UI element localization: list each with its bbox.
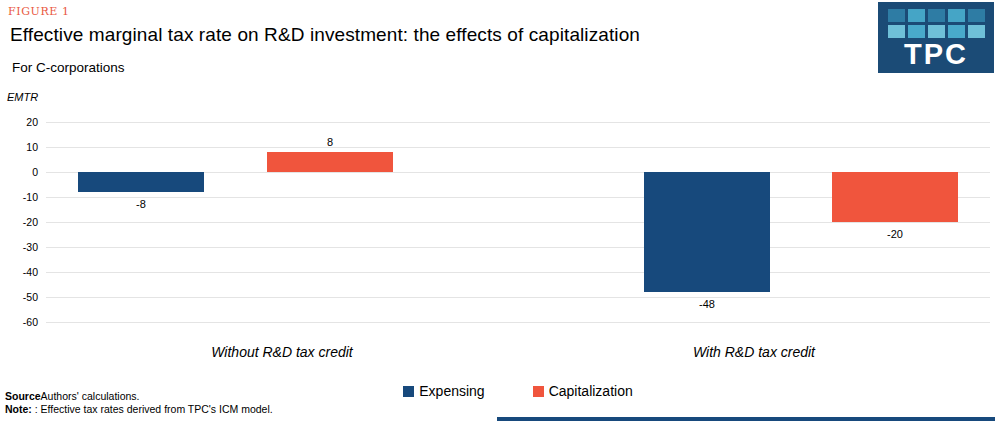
note-text: : Effective tax rates derived from TPC's… xyxy=(32,403,273,415)
source-text: Authors' calculations. xyxy=(41,390,140,402)
figure-canvas: FIGURE 1 Effective marginal tax rate on … xyxy=(0,0,995,421)
source-label: Source xyxy=(5,390,41,402)
logo-tile xyxy=(908,25,925,38)
logo-tile xyxy=(968,25,985,38)
category-label: With R&D tax credit xyxy=(693,344,815,360)
note-line: Note: : Effective tax rates derived from… xyxy=(5,403,273,416)
legend-label: Capitalization xyxy=(549,383,633,399)
y-tick-label: -40 xyxy=(0,266,38,278)
y-tick-label: -60 xyxy=(0,316,38,328)
bar-capitalization xyxy=(832,172,958,222)
bar-value-label: -48 xyxy=(644,298,770,310)
gridline xyxy=(46,297,990,298)
logo-tile xyxy=(928,9,945,22)
gridline xyxy=(46,247,990,248)
logo-tile xyxy=(888,25,905,38)
y-tick-label: -20 xyxy=(0,216,38,228)
legend-swatch xyxy=(403,386,414,397)
note-label: Note: xyxy=(5,403,32,415)
y-axis-unit-label: EMTR xyxy=(7,91,38,103)
chart-subtitle: For C-corporations xyxy=(12,60,125,75)
footer-rule xyxy=(497,417,995,421)
y-tick-label: -50 xyxy=(0,291,38,303)
y-tick-label: -10 xyxy=(0,191,38,203)
figure-footnotes: SourceAuthors' calculations. Note: : Eff… xyxy=(5,390,273,416)
logo-tile-grid xyxy=(888,9,985,38)
logo-tile xyxy=(948,9,965,22)
y-tick-label: -30 xyxy=(0,241,38,253)
source-line: SourceAuthors' calculations. xyxy=(5,390,273,403)
bar-value-label: -8 xyxy=(78,198,204,210)
gridline xyxy=(46,322,990,323)
logo-tile xyxy=(888,9,905,22)
logo-tile xyxy=(968,9,985,22)
y-tick-label: 20 xyxy=(0,116,38,128)
gridline xyxy=(46,222,990,223)
legend-item-expensing: Expensing xyxy=(403,383,484,399)
gridline xyxy=(46,122,990,123)
y-tick-label: 10 xyxy=(0,141,38,153)
legend-item-capitalization: Capitalization xyxy=(533,383,633,399)
bar-value-label: -20 xyxy=(832,228,958,240)
logo-tile xyxy=(908,9,925,22)
logo-text: TPC xyxy=(904,38,968,70)
category-label: Without R&D tax credit xyxy=(211,344,352,360)
bar-value-label: 8 xyxy=(267,136,393,148)
bar-capitalization xyxy=(267,152,393,172)
bar-expensing xyxy=(78,172,204,192)
gridline xyxy=(46,272,990,273)
legend-swatch xyxy=(533,386,544,397)
logo-tile xyxy=(948,25,965,38)
tpc-logo: TPC xyxy=(878,2,994,73)
gridline xyxy=(46,147,990,148)
y-tick-label: 0 xyxy=(0,166,38,178)
legend-label: Expensing xyxy=(419,383,484,399)
logo-tile xyxy=(928,25,945,38)
figure-number-label: FIGURE 1 xyxy=(8,5,70,18)
chart-title: Effective marginal tax rate on R&D inves… xyxy=(10,24,640,46)
bar-expensing xyxy=(644,172,770,292)
